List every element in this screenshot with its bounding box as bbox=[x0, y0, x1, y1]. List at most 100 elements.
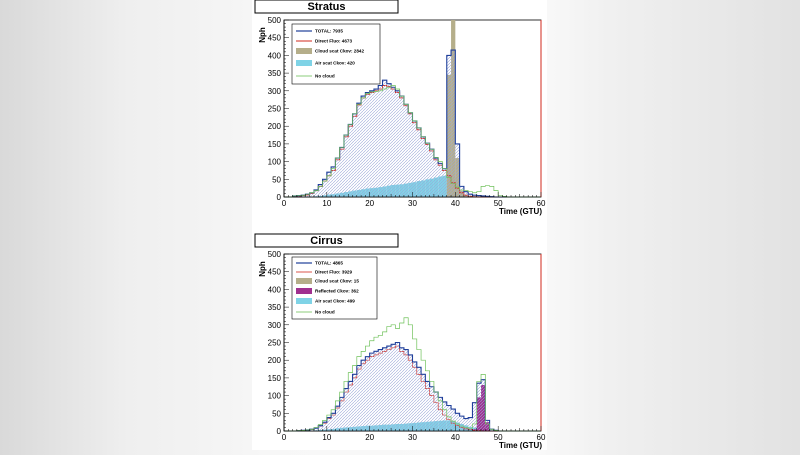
stratus-total-bin-35-fill bbox=[434, 158, 438, 197]
cirrus-total-bin-46-fill bbox=[481, 380, 485, 431]
cirrus-legend-label-air: Air scat Ckov: 499 bbox=[315, 299, 355, 304]
cirrus-total-bin-43-fill bbox=[468, 418, 472, 431]
stratus-total-bin-6-fill bbox=[310, 193, 314, 197]
stratus-total-bin-14-fill bbox=[344, 135, 348, 197]
stratus-total-bin-13-fill bbox=[340, 147, 344, 197]
stratus-total-bin-19-fill bbox=[365, 93, 369, 197]
stratus-total-bin-38-fill bbox=[447, 55, 451, 197]
stratus-y-tick-label-500: 500 bbox=[268, 16, 282, 25]
stratus-legend-label-nocloud: No cloud bbox=[315, 74, 335, 79]
stratus-y-tick-label-100: 100 bbox=[268, 158, 282, 167]
cirrus-total-bin-19-fill bbox=[365, 357, 369, 431]
cirrus-y-tick-label-0: 0 bbox=[277, 427, 282, 436]
cirrus-y-tick-label-500: 500 bbox=[268, 250, 282, 259]
stratus-total-bin-39-fill bbox=[451, 50, 455, 197]
cirrus-x-tick-label-30: 30 bbox=[408, 433, 417, 442]
cirrus-x-tick-label-10: 10 bbox=[322, 433, 331, 442]
stratus-legend-label-total: TOTAL: 7935 bbox=[315, 29, 343, 34]
cirrus-total-bin-27-fill bbox=[400, 348, 404, 431]
stratus-total-bin-34-fill bbox=[430, 149, 434, 197]
cirrus-total-bin-36-fill bbox=[438, 397, 442, 431]
cirrus-total-bin-13-fill bbox=[340, 397, 344, 431]
cirrus-legend-label-cloud: Cloud scat Ckov: 15 bbox=[315, 279, 359, 284]
cirrus-total-bin-29-fill bbox=[408, 355, 412, 431]
cirrus-x-tick-label-20: 20 bbox=[365, 433, 374, 442]
cirrus-y-tick-label-400: 400 bbox=[268, 285, 282, 294]
stratus-total-bin-23-fill bbox=[383, 80, 387, 197]
stratus-total-bin-40-fill bbox=[455, 144, 459, 197]
cirrus-y-tick-label-150: 150 bbox=[268, 374, 282, 383]
cirrus-total-bin-32-fill bbox=[421, 374, 425, 431]
stratus-total-bin-37-fill bbox=[442, 169, 446, 197]
stratus-y-tick-label-300: 300 bbox=[268, 87, 282, 96]
cirrus-legend-swatch-air bbox=[296, 298, 312, 304]
cirrus-total-bin-47-fill bbox=[485, 420, 489, 431]
stratus-x-tick-label-10: 10 bbox=[322, 199, 331, 208]
cirrus-xlabel: Time (GTU) bbox=[499, 441, 542, 450]
stratus-ylabel: Nph bbox=[258, 27, 267, 43]
cirrus-total-bin-20-fill bbox=[370, 353, 374, 431]
stratus-legend-label-air: Air scat Ckov: 420 bbox=[315, 61, 355, 66]
cirrus-total-bin-24-fill bbox=[387, 346, 391, 431]
stratus-xlabel: Time (GTU) bbox=[499, 207, 542, 216]
cirrus-ylabel: Nph bbox=[258, 261, 267, 277]
cirrus-total-bin-9-fill bbox=[323, 422, 327, 431]
cirrus-y-tick-label-250: 250 bbox=[268, 339, 282, 348]
cirrus-total-bin-35-fill bbox=[434, 392, 438, 431]
stratus-total-bin-18-fill bbox=[361, 96, 365, 197]
stratus-y-tick-label-250: 250 bbox=[268, 105, 282, 114]
cirrus-total-bin-40-fill bbox=[455, 413, 459, 431]
cirrus-legend-label-nocloud: No cloud bbox=[315, 310, 335, 315]
stratus-total-bin-36-fill bbox=[438, 163, 442, 197]
cirrus-total-bin-30-fill bbox=[413, 362, 417, 431]
stratus-total-bin-24-fill bbox=[387, 84, 391, 197]
cirrus-total-bin-22-fill bbox=[378, 350, 382, 431]
stratus-legend-label-cloud: Cloud scat Ckov: 2842 bbox=[315, 49, 364, 54]
cirrus-total-bin-39-fill bbox=[451, 409, 455, 431]
cirrus-total-bin-12-fill bbox=[335, 406, 339, 431]
cirrus-title: Cirrus bbox=[310, 235, 342, 247]
cirrus-y-tick-label-450: 450 bbox=[268, 268, 282, 277]
stratus-total-bin-29-fill bbox=[408, 113, 412, 197]
cirrus-total-bin-15-fill bbox=[348, 381, 352, 431]
stratus-total-bin-27-fill bbox=[400, 96, 404, 197]
cirrus-total-bin-33-fill bbox=[425, 381, 429, 431]
cirrus-x-tick-label-40: 40 bbox=[451, 433, 460, 442]
cirrus-total-bin-37-fill bbox=[442, 402, 446, 431]
stratus-x-tick-label-30: 30 bbox=[408, 199, 417, 208]
stratus-total-bin-21-fill bbox=[374, 89, 378, 197]
cirrus-x-tick-label-0: 0 bbox=[282, 433, 287, 442]
cirrus-total-bin-17-fill bbox=[357, 366, 361, 431]
stratus-total-bin-25-fill bbox=[391, 87, 395, 197]
cirrus-legend-swatch-cloud bbox=[296, 278, 312, 284]
stratus-total-bin-32-fill bbox=[421, 137, 425, 197]
cirrus-legend-label-reflected: Reflected Ckov: 362 bbox=[315, 289, 359, 294]
stratus-y-tick-label-0: 0 bbox=[277, 193, 282, 202]
stratus-legend-label-direct: Direct Fluo: 4673 bbox=[315, 39, 352, 44]
cirrus-total-bin-25-fill bbox=[391, 344, 395, 431]
stratus-y-tick-label-400: 400 bbox=[268, 51, 282, 60]
stratus-total-bin-9-fill bbox=[323, 179, 327, 197]
stratus-total-bin-22-fill bbox=[378, 85, 382, 197]
stratus-total-bin-15-fill bbox=[348, 124, 352, 197]
cirrus-y-tick-label-50: 50 bbox=[272, 409, 281, 418]
cirrus-y-tick-label-100: 100 bbox=[268, 392, 282, 401]
cirrus-total-bin-23-fill bbox=[383, 348, 387, 431]
stratus-total-bin-16-fill bbox=[353, 114, 357, 197]
stratus-legend: TOTAL: 7935 Direct Fluo: 4673 Cloud scat… bbox=[292, 24, 380, 84]
cirrus-y-tick-label-300: 300 bbox=[268, 321, 282, 330]
cirrus-total-bin-28-fill bbox=[404, 350, 408, 431]
stratus-y-tick-label-350: 350 bbox=[268, 69, 282, 78]
cirrus-total-bin-45-fill bbox=[477, 383, 481, 431]
stratus-total-bin-20-fill bbox=[370, 91, 374, 197]
stratus-total-bin-31-fill bbox=[417, 128, 421, 197]
stratus-y-tick-label-450: 450 bbox=[268, 34, 282, 43]
cirrus-total-bin-11-fill bbox=[331, 413, 335, 431]
stratus-total-bin-30-fill bbox=[413, 121, 417, 197]
stratus-y-tick-label-150: 150 bbox=[268, 140, 282, 149]
stratus-y-tick-label-200: 200 bbox=[268, 122, 282, 131]
stratus-legend-swatch-air bbox=[296, 60, 312, 66]
